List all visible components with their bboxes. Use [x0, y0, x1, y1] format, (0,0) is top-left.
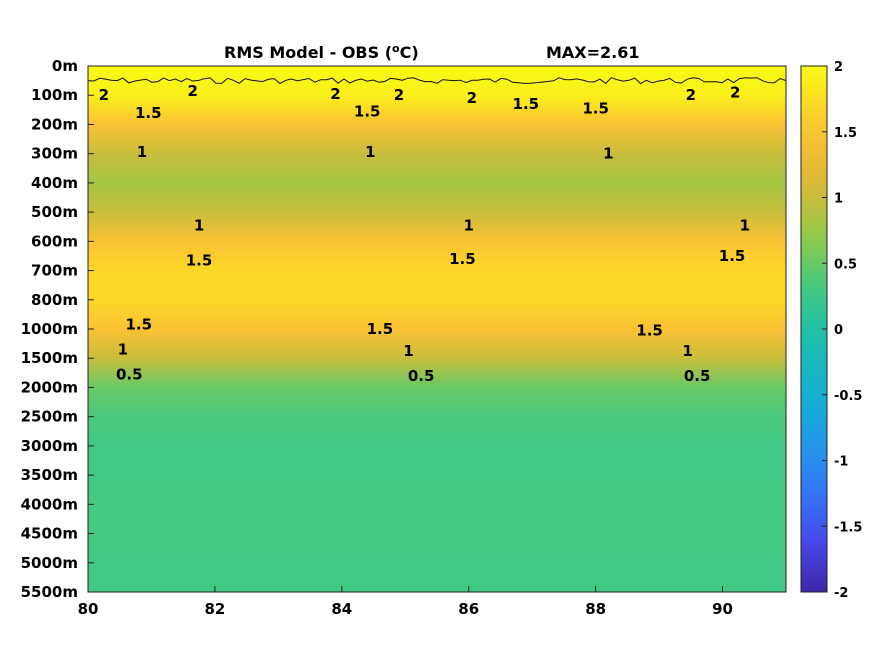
x-tick-label: 90 [712, 600, 733, 618]
contour-label: 1.5 [513, 95, 540, 113]
y-tick-label: 4500m [21, 525, 78, 543]
x-tick-label: 82 [204, 600, 225, 618]
y-tick-label: 2000m [21, 378, 78, 396]
y-tick-label: 200m [31, 115, 78, 133]
contour-label: 1 [464, 216, 474, 234]
colorbar-tick-label: 0.5 [834, 257, 857, 272]
colorbar-tick-label: 2 [834, 60, 843, 75]
heatmap-field [88, 66, 786, 592]
colorbar-tick-label: -0.5 [834, 389, 862, 404]
contour-label: 1 [740, 216, 750, 234]
contour-label: 1 [682, 342, 692, 360]
contour-label: 2 [99, 86, 109, 104]
contour-label: 2 [730, 83, 740, 101]
colorbar: 2 1.5 1 0.5 0 -0.5 -1 -1.5 -2 [800, 60, 862, 601]
y-tick-label: 5500m [21, 583, 78, 601]
y-tick-label: 4000m [21, 495, 78, 513]
contour-labels: 2 1.5 1 1 1 2 2 1.5 2 2 1.5 1.5 2 2 1 1 1 1.5 1.5 1.5 1.5 1.5… [99, 82, 750, 385]
contour-label: 1.5 [582, 99, 609, 117]
contour-label: 1.5 [186, 251, 213, 269]
contour-label: 1 [403, 342, 413, 360]
x-tick-label: 80 [78, 600, 99, 618]
y-tick-label: 3500m [21, 466, 78, 484]
contour-label: 0.5 [116, 365, 143, 383]
plot-area: 2 1.5 1 1 1 2 2 1.5 2 2 1.5 1.5 2 2 1 1 1 1.5 1.5 1.5 1.5 1.5… [87, 65, 787, 593]
colorbar-tick-label: 1.5 [834, 126, 857, 141]
y-tick-label: 100m [31, 86, 78, 104]
contour-label: 1 [137, 143, 147, 161]
contour-label: 2 [394, 86, 404, 104]
colorbar-tick-label: 0 [834, 323, 843, 338]
colorbar-tick-label: -1 [834, 455, 848, 470]
contour-label: 1.5 [367, 320, 394, 338]
y-tick-label: 800m [31, 291, 78, 309]
contour-label: 1.5 [135, 104, 162, 122]
x-tick-label: 86 [458, 600, 479, 618]
contour-label: 2 [330, 85, 340, 103]
y-tick-label: 3000m [21, 437, 78, 455]
y-tick-label: 0m [52, 57, 78, 75]
contour-label: 1.5 [354, 102, 381, 120]
contour-label: 1.5 [449, 250, 476, 268]
contour-label: 0.5 [408, 367, 435, 385]
colorbar-ticks: 2 1.5 1 0.5 0 -0.5 -1 -1.5 -2 [822, 60, 862, 601]
y-tick-label: 600m [31, 232, 78, 250]
contour-label: 1 [365, 143, 375, 161]
y-tick-label: 2500m [21, 408, 78, 426]
y-tick-label: 400m [31, 174, 78, 192]
contour-label: 2 [467, 89, 477, 107]
contour-label: 1 [603, 145, 613, 163]
y-tick-label: 500m [31, 203, 78, 221]
colorbar-tick-label: 1 [834, 192, 843, 207]
contour-label: 1.5 [719, 247, 746, 265]
y-tick-label: 1500m [21, 349, 78, 367]
contour-label: 1.5 [125, 316, 152, 334]
contour-label: 2 [187, 82, 197, 100]
contour-line [87, 77, 787, 85]
colorbar-tick-label: -2 [834, 586, 848, 601]
max-label: MAX=2.61 [546, 43, 640, 62]
contour-lines [87, 77, 787, 85]
chart-title: RMS Model - OBS (oC) [224, 42, 419, 62]
contour-label: 2 [686, 86, 696, 104]
colorbar-tick-label: -1.5 [834, 520, 862, 535]
contour-label: 1 [118, 340, 128, 358]
contour-label: 1 [194, 216, 204, 234]
y-tick-label: 5000m [21, 554, 78, 572]
x-tick-label: 84 [331, 600, 352, 618]
x-axis-ticks: 80 82 84 86 88 90 [78, 586, 733, 618]
x-tick-label: 88 [585, 600, 606, 618]
contour-label: 0.5 [684, 367, 711, 385]
y-tick-label: 700m [31, 262, 78, 280]
contour-label: 1.5 [636, 321, 663, 339]
y-tick-label: 1000m [21, 320, 78, 338]
y-tick-label: 300m [31, 145, 78, 163]
y-axis-ticks: 0m 100m 200m 300m 400m 500m 600m 700m 800m 1000m 1… [21, 57, 94, 601]
